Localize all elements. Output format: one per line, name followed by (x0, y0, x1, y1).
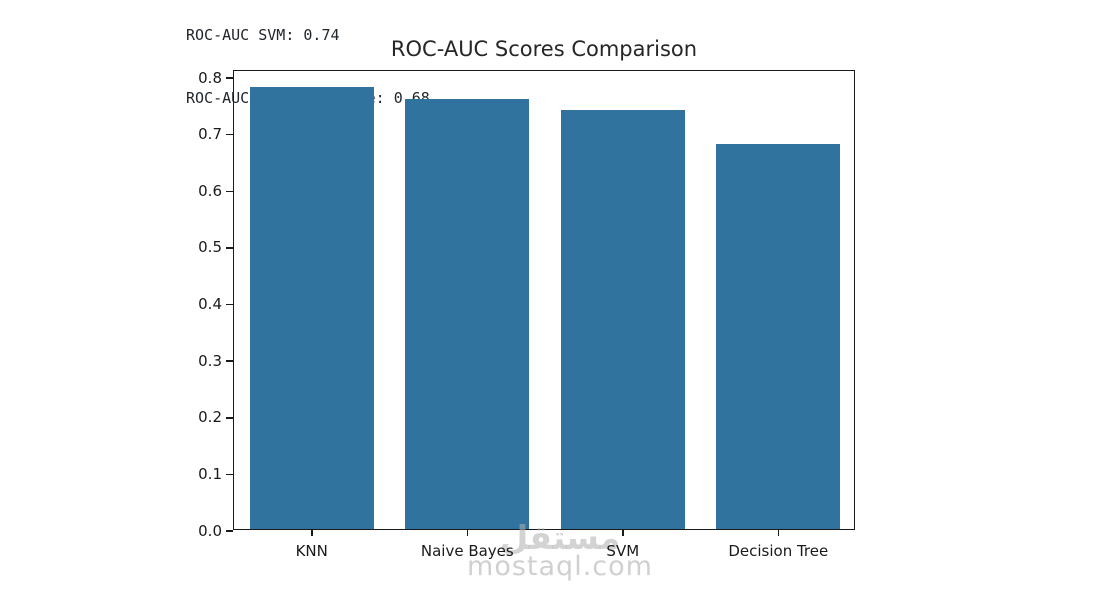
plot-area: KNN Naive Bayes SVM Decision Tree 0.0 0.1 0.2 0… (198, 69, 854, 560)
x-tick-mark (311, 529, 313, 536)
y-tick-mark (226, 247, 233, 249)
y-tick-mark (226, 360, 233, 362)
y-tick-mark (226, 530, 233, 532)
y-tick-label-0.1: 0.1 (198, 464, 222, 483)
y-tick-mark (226, 417, 233, 419)
x-tick-mark (777, 529, 779, 536)
console-line-svm: ROC-AUC SVM: 0.74 (186, 26, 340, 44)
y-tick-label-0.3: 0.3 (198, 351, 222, 370)
y-tick-label-0.5: 0.5 (198, 238, 222, 257)
x-tick-mark (466, 529, 468, 536)
y-tick-mark (226, 77, 233, 79)
y-tick-mark (226, 190, 233, 192)
y-tick-mark (226, 473, 233, 476)
y-tick-mark (226, 133, 233, 136)
bar-knn (249, 87, 374, 529)
x-tick-label-svm: SVM (606, 542, 640, 560)
x-tick-mark (622, 529, 624, 536)
x-tick-label-naive-bayes: Naive Bayes (420, 542, 514, 560)
bar-svm (560, 110, 685, 529)
y-tick-label-0.4: 0.4 (198, 295, 222, 313)
y-tick-label-0.6: 0.6 (198, 181, 222, 200)
chart-title: ROC-AUC Scores Comparison (390, 37, 698, 61)
bar-naive-bayes (405, 98, 530, 529)
y-tick-label-0.2: 0.2 (198, 408, 222, 427)
y-tick-mark (226, 303, 233, 306)
y-tick-label-0.7: 0.7 (198, 125, 222, 144)
y-tick-label-0.8: 0.8 (198, 68, 222, 87)
x-tick-label-decision-tree: Decision Tree (728, 542, 829, 560)
y-tick-label-0.0: 0.0 (198, 521, 222, 540)
plot-axes-box: KNN Naive Bayes SVM Decision Tree 0.0 0.1 0.2 0… (198, 69, 855, 560)
x-tick-label-knn: KNN (295, 542, 328, 560)
bar-decision-tree (716, 144, 841, 529)
